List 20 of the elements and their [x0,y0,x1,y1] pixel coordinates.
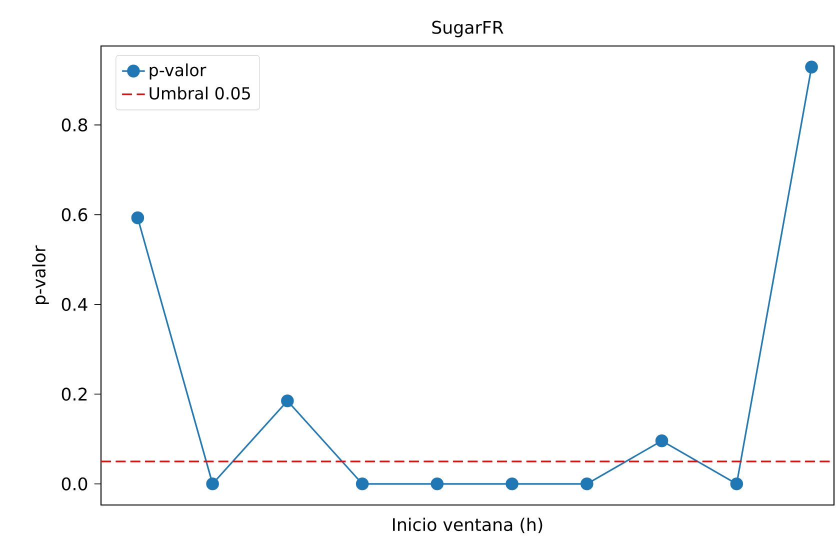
x-axis-title: Inicio ventana (h) [393,518,542,534]
y-axis-title: p-valor [32,245,49,304]
point [580,477,594,490]
point [356,477,369,490]
y-tick-label: 0.6 [62,208,88,222]
point [506,477,518,490]
point [131,211,144,224]
point [655,434,668,448]
point [805,60,818,74]
y-tick-label: 0.8 [62,118,88,132]
y-tick-label: 0.4 [62,298,88,311]
point [730,477,744,490]
y-tick-label: 0.2 [62,388,87,401]
legend-label: p-valor [150,63,206,80]
chart-title: SugarFR [432,20,504,38]
point [430,477,444,490]
point [206,477,219,490]
point [281,394,294,408]
legend-label: Umbral 0.05 [150,86,250,100]
y-tick-label: 0.0 [62,477,88,490]
